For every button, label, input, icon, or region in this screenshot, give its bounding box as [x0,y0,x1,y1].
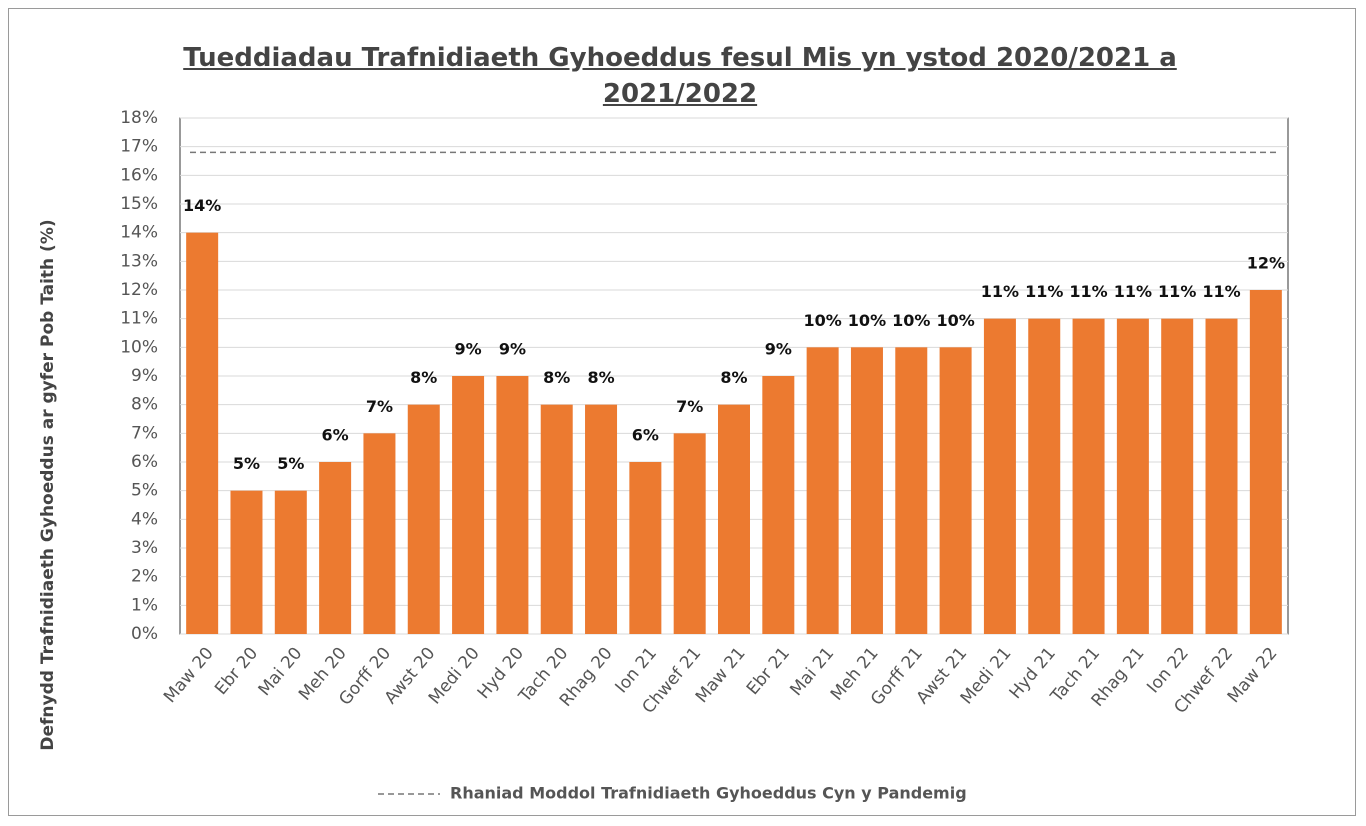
bar [806,347,839,634]
y-tick-label: 6% [131,452,158,472]
value-label: 9% [765,340,792,359]
bar [850,347,883,634]
value-label: 10% [892,311,930,330]
y-tick-label: 7% [131,423,158,443]
y-tick-label: 18% [120,108,158,128]
y-tick-label: 15% [120,194,158,214]
value-label: 7% [366,397,393,416]
bar [895,347,928,634]
y-tick-label: 2% [131,567,158,587]
bar [1249,290,1282,634]
value-label: 11% [1114,282,1152,301]
value-label: 11% [981,282,1019,301]
legend-label: Rhaniad Moddol Trafnidiaeth Gyhoeddus Cy… [450,784,967,803]
bar [230,490,263,634]
value-label: 6% [322,426,349,445]
y-tick-label: 10% [120,337,158,357]
x-tick-label: Ebr 20 [211,644,262,699]
bar [1072,318,1105,634]
value-label: 12% [1247,254,1285,273]
y-tick-label: 4% [131,509,158,529]
value-label: 11% [1025,282,1063,301]
bar [540,404,573,634]
value-label: 6% [632,426,659,445]
bar [407,404,440,634]
y-tick-label: 17% [120,137,158,157]
value-label: 11% [1202,282,1240,301]
x-tick-label: Maw 20 [160,644,218,707]
bar [363,433,396,634]
y-axis-label: Defnydd Trafnidiaeth Gyhoeddus ar gyfer … [38,219,58,750]
y-tick-label: 11% [120,309,158,329]
value-label: 10% [803,311,841,330]
y-tick-label: 0% [131,624,158,644]
bar [585,404,618,634]
chart-title: Tueddiadau Trafnidiaeth Gyhoeddus fesul … [183,43,1177,109]
value-label: 5% [277,454,304,473]
y-tick-label: 8% [131,395,158,415]
y-tick-label: 5% [131,481,158,501]
y-tick-label: 12% [120,280,158,300]
bar [274,490,307,634]
bar [1205,318,1238,634]
value-label: 8% [410,368,437,387]
y-tick-label: 3% [131,538,158,558]
value-label: 14% [183,196,221,215]
y-tick-label: 9% [131,366,158,386]
x-tick-label: Ebr 21 [743,644,794,699]
value-label: 9% [454,340,481,359]
y-tick-label: 13% [120,251,158,271]
value-label: 10% [848,311,886,330]
bar [718,404,750,634]
bar [319,462,352,634]
bar [1028,318,1061,634]
bar [496,376,529,634]
value-label: 11% [1069,282,1107,301]
bar [186,232,219,634]
frame [8,8,1356,816]
bar [939,347,972,634]
value-label: 9% [499,340,526,359]
bar [629,462,662,634]
value-label: 11% [1158,282,1196,301]
bar [762,376,795,634]
value-label: 8% [720,368,747,387]
bar [983,318,1016,634]
y-tick-label: 14% [120,223,158,243]
value-label: 10% [936,311,974,330]
y-tick-label: 1% [131,595,158,615]
bar [1161,318,1194,634]
value-label: 5% [233,454,260,473]
bar [452,376,485,634]
bar [673,433,706,634]
bar [1116,318,1149,634]
value-label: 7% [676,397,703,416]
y-tick-label: 16% [120,165,158,185]
value-label: 8% [587,368,614,387]
value-label: 8% [543,368,570,387]
